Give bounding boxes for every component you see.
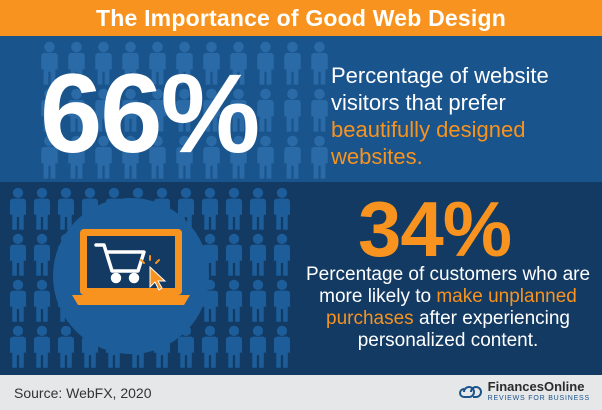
person-icon: [122, 135, 139, 179]
person-icon: [230, 41, 247, 85]
person-icon: [41, 135, 58, 179]
person-icon: [257, 41, 274, 85]
person-icon: [68, 88, 85, 132]
stat-panel-66: 66% Percentage of website visitors that …: [0, 36, 602, 182]
person-icon: [225, 233, 243, 276]
person-icon: [273, 233, 291, 276]
person-icon: [201, 187, 219, 230]
page-title: The Importance of Good Web Design: [96, 4, 506, 31]
person-icon: [311, 41, 328, 85]
person-icon: [311, 135, 328, 179]
person-icon: [176, 135, 193, 179]
person-icon: [249, 325, 267, 368]
person-icon: [149, 135, 166, 179]
cursor-icon: [140, 255, 167, 291]
person-icon: [225, 279, 243, 322]
person-icon: [257, 135, 274, 179]
person-icon: [176, 41, 193, 85]
person-icon: [203, 135, 220, 179]
person-icon: [68, 41, 85, 85]
stat-value-34: 34%: [358, 185, 512, 273]
person-icon: [203, 88, 220, 132]
person-icon: [311, 88, 328, 132]
person-icon: [9, 187, 27, 230]
person-icon: [225, 187, 243, 230]
person-icon: [284, 135, 301, 179]
person-icon: [9, 279, 27, 322]
person-icon: [41, 88, 58, 132]
person-icon: [249, 187, 267, 230]
stat-text-accent: make unplanned purchases: [326, 286, 577, 329]
financesonline-logo-icon: [458, 385, 482, 398]
person-icon: [149, 88, 166, 132]
stat-text-plain: Percentage of customers who are more lik…: [305, 264, 591, 307]
stat-panel-34: 34% Percentage of customers who are more…: [0, 182, 602, 375]
stat-text-accent: beautifully designed websites.: [331, 117, 526, 169]
person-icon: [284, 41, 301, 85]
person-icon: [230, 135, 247, 179]
person-icon: [201, 325, 219, 368]
person-icon: [57, 325, 75, 368]
person-icon: [9, 233, 27, 276]
person-icon: [273, 187, 291, 230]
person-icon: [273, 279, 291, 322]
person-icon: [225, 325, 243, 368]
shopping-cart-icon: [94, 243, 146, 284]
person-icon: [33, 325, 51, 368]
person-icon: [176, 88, 193, 132]
header-banner: The Importance of Good Web Design: [0, 0, 602, 36]
stat-text-plain: after experiencing personalized content.: [357, 308, 570, 351]
person-icon: [95, 41, 112, 85]
brand-tagline: REVIEWS FOR BUSINESS: [487, 395, 590, 402]
person-icon: [95, 135, 112, 179]
stat-description-34: Percentage of customers who are more lik…: [300, 264, 596, 352]
person-icon: [249, 233, 267, 276]
person-icon: [257, 88, 274, 132]
person-icon: [149, 41, 166, 85]
person-icon: [249, 279, 267, 322]
person-icon: [41, 41, 58, 85]
person-icon: [33, 187, 51, 230]
person-icon: [122, 88, 139, 132]
person-icon: [95, 88, 112, 132]
brand-name: FinancesOnline: [487, 379, 585, 394]
person-icon: [273, 325, 291, 368]
source-citation: Source: WebFX, 2020: [14, 384, 152, 401]
people-crowd: [36, 40, 333, 181]
person-icon: [230, 88, 247, 132]
person-icon: [284, 88, 301, 132]
footer: Source: WebFX, 2020 FinancesOnline REVIE…: [0, 375, 602, 410]
stat-value-66: 66%: [40, 51, 260, 176]
brand-logo: FinancesOnline REVIEWS FOR BUSINESS: [458, 380, 590, 403]
person-icon: [122, 41, 139, 85]
person-icon: [9, 325, 27, 368]
person-icon: [33, 233, 51, 276]
stat-text-plain: Percentage of website visitors that pref…: [331, 63, 549, 115]
laptop-icon: [72, 229, 190, 305]
person-icon: [57, 187, 75, 230]
person-icon: [33, 279, 51, 322]
person-icon: [203, 41, 220, 85]
person-icon: [68, 135, 85, 179]
stat-description-66: Percentage of website visitors that pref…: [331, 62, 596, 170]
